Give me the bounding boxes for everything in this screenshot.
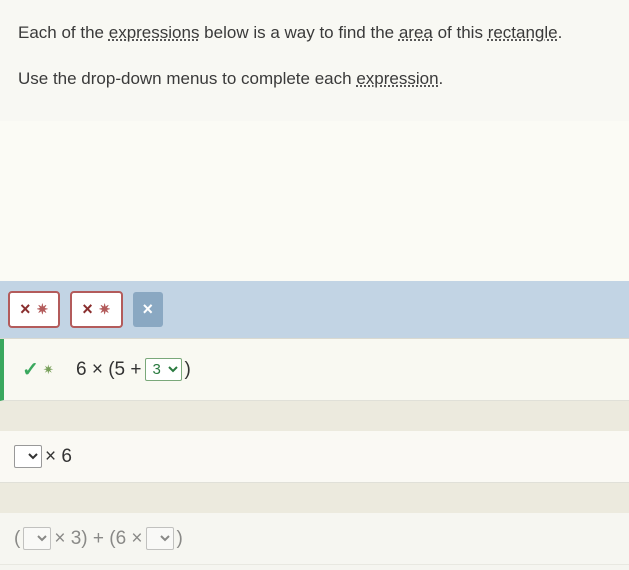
check-icon: ✓ [22, 357, 39, 382]
hint-icon: ✷ [99, 301, 111, 318]
expr-text: × 3) + (6 × [54, 528, 142, 550]
term-area[interactable]: area [399, 23, 433, 42]
expr-text: ) [185, 359, 191, 381]
dropdown-row1[interactable]: 3 [145, 358, 182, 381]
status-correct: ✓ ✷ [18, 357, 58, 382]
hint-icon: ✷ [37, 301, 49, 318]
attempt-tab-2[interactable]: × ✷ [70, 291, 122, 328]
expr-text: 6 × (5 + [76, 359, 142, 381]
expression-row-3: ( × 3) + (6 × ) [0, 513, 629, 565]
row-spacer [0, 401, 629, 431]
term-expressions[interactable]: expressions [109, 23, 200, 42]
diagram-area [0, 121, 629, 281]
dropdown-row3a[interactable] [23, 527, 51, 550]
expr-text: ) [177, 528, 183, 550]
hint-icon: ✷ [43, 362, 54, 378]
expr-text: ( [14, 528, 20, 550]
expr-text: × 6 [45, 446, 72, 468]
expression-2: × 6 [14, 445, 72, 468]
expression-row-1: ✓ ✷ 6 × (5 + 3 ) [0, 339, 629, 401]
expression-1: 6 × (5 + 3 ) [76, 358, 191, 381]
instruction-line-2: Use the drop-down menus to complete each… [18, 66, 611, 92]
x-icon: × [143, 299, 154, 319]
x-icon: × [82, 299, 93, 320]
text: below is a way to find the [199, 23, 398, 42]
term-rectangle[interactable]: rectangle [488, 23, 558, 42]
text: Each of the [18, 23, 109, 42]
instruction-panel: Each of the expressions below is a way t… [0, 0, 629, 121]
attempt-tab-strip: × ✷ × ✷ × [0, 281, 629, 338]
text: . [439, 69, 444, 88]
expression-row-2: × 6 [0, 431, 629, 483]
dropdown-row3b[interactable] [146, 527, 174, 550]
dropdown-row2[interactable] [14, 445, 42, 468]
instruction-line-1: Each of the expressions below is a way t… [18, 20, 611, 46]
attempt-tab-3[interactable]: × [133, 292, 164, 327]
text: of this [433, 23, 488, 42]
text: Use the drop-down menus to complete each [18, 69, 356, 88]
expression-3: ( × 3) + (6 × ) [14, 527, 183, 550]
answer-block: ✓ ✷ 6 × (5 + 3 ) × 6 ( × 3) + (6 × [0, 338, 629, 565]
term-expression[interactable]: expression [356, 69, 438, 88]
row-spacer [0, 483, 629, 513]
x-icon: × [20, 299, 31, 320]
text: . [558, 23, 563, 42]
attempt-tab-1[interactable]: × ✷ [8, 291, 60, 328]
